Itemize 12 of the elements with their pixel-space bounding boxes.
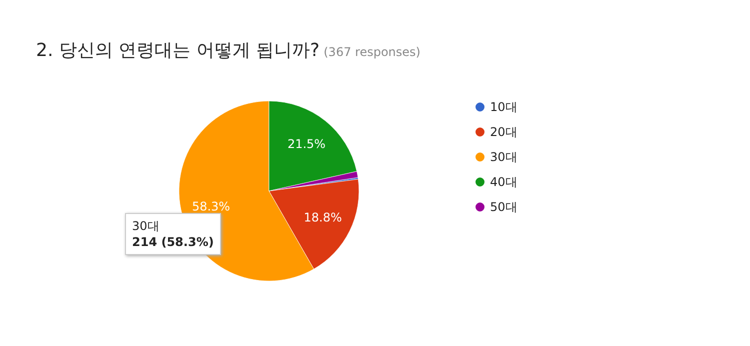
chart-subtitle: (367 responses) <box>324 45 420 59</box>
text: 214 (58.3%) <box>132 234 214 250</box>
data-label: 18.8% <box>304 210 342 225</box>
text: 30대 <box>132 218 160 234</box>
legend-label: 50대 <box>490 200 518 214</box>
data-label: 58.3% <box>192 199 230 214</box>
legend-label: 40대 <box>490 175 518 189</box>
legend-label: 20대 <box>490 125 518 139</box>
data-label: 21.5% <box>287 137 326 152</box>
legend-label: 10대 <box>490 100 518 114</box>
legend-label: 30대 <box>490 150 518 164</box>
chart-title: 2. 당신의 연령대는 어떻게 됩니까? <box>36 40 320 61</box>
